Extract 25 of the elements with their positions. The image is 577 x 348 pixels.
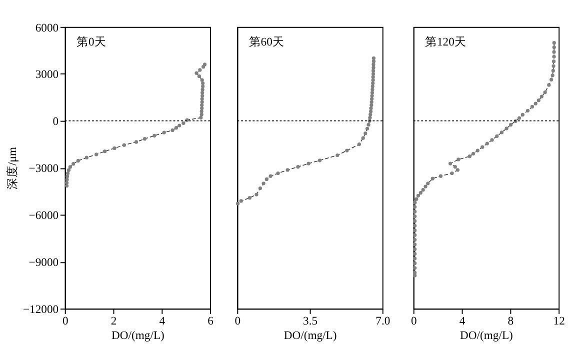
annotation: 第0天 — [76, 35, 106, 48]
y-tick-label: −12000 — [22, 302, 59, 316]
x-axis-title: DO/(mg/L) — [284, 329, 337, 342]
y-tick-label: −6000 — [28, 209, 59, 222]
y-tick-label: −3000 — [28, 162, 59, 176]
annotation: 第120天 — [425, 35, 466, 48]
x-axis-title: DO/(mg/L) — [460, 329, 514, 342]
x-tick-label: 8 — [508, 314, 514, 328]
x-axis-title: DO/(mg/L) — [112, 329, 165, 342]
x-tick-label: 6 — [208, 314, 214, 328]
y-axis-title: 深度/μm — [5, 147, 20, 190]
x-tick-label: 0 — [410, 314, 417, 328]
x-tick-label: 3.5 — [303, 314, 318, 328]
x-tick-label: 12 — [553, 314, 566, 328]
y-tick-label: 0 — [52, 115, 59, 128]
x-tick-label: 0 — [62, 314, 68, 328]
y-tick-label: 3000 — [35, 68, 59, 82]
y-tick-label: −9000 — [28, 256, 59, 270]
x-tick-label: 7.0 — [376, 314, 390, 328]
x-tick-label: 4 — [459, 314, 466, 328]
x-tick-label: 2 — [110, 314, 117, 328]
y-tick-label: 6000 — [35, 21, 59, 34]
annotation: 第60天 — [248, 35, 284, 48]
x-tick-label: 4 — [159, 314, 166, 328]
x-tick-label: 0 — [234, 314, 241, 328]
